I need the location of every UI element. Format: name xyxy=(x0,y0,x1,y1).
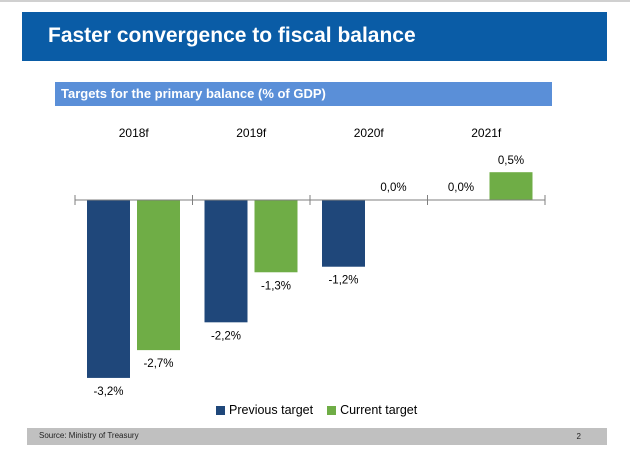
subtitle-banner: Targets for the primary balance (% of GD… xyxy=(55,82,552,106)
bars xyxy=(87,172,533,378)
legend-label-previous: Previous target xyxy=(229,403,314,417)
source-note: Source: Ministry of Treasury xyxy=(39,431,139,440)
title-banner: Faster convergence to fiscal balance xyxy=(22,12,607,61)
category-labels: 2018f 2019f 2020f 2021f xyxy=(119,126,502,140)
category-label-2019f: 2019f xyxy=(236,126,267,140)
category-label-2021f: 2021f xyxy=(471,126,502,140)
data-label-current-2019f: -1,3% xyxy=(261,280,291,292)
data-label-current-2020f: 0,0% xyxy=(380,182,406,194)
slide-title: Faster convergence to fiscal balance xyxy=(48,24,416,47)
data-label-previous-2021f: 0,0% xyxy=(448,182,474,194)
chart-subtitle: Targets for the primary balance (% of GD… xyxy=(61,86,326,101)
page-number: 2 xyxy=(576,432,581,441)
data-label-current-2021f: 0,5% xyxy=(498,155,524,167)
bar-previous-2018f xyxy=(87,200,130,378)
legend-item-previous: Previous target xyxy=(216,403,313,417)
data-label-previous-2020f: -1,2% xyxy=(328,275,358,287)
data-label-current-2018f: -2,7% xyxy=(143,358,173,370)
bar-chart: 2018f 2019f 2020f 2021f -3,2% -2,2% -1,2% 0,0%… xyxy=(74,126,546,398)
bar-current-2019f xyxy=(254,200,298,273)
bar-previous-2019f xyxy=(204,200,248,323)
category-label-2020f: 2020f xyxy=(354,126,385,140)
chart-legend: Previous target Current target xyxy=(216,403,417,417)
category-axis xyxy=(74,195,546,205)
legend-swatch-current xyxy=(327,405,337,415)
legend-label-current: Current target xyxy=(340,403,418,417)
bar-current-2018f xyxy=(137,200,180,351)
legend-swatch-previous xyxy=(216,405,225,415)
legend-item-current: Current target xyxy=(327,403,417,417)
data-labels: -3,2% -2,2% -1,2% 0,0% -2,7% -1,3% 0,0% 0,5% xyxy=(93,155,524,398)
data-label-previous-2018f: -3,2% xyxy=(93,386,123,398)
footer-bar: Source: Ministry of Treasury 2 xyxy=(27,428,607,445)
category-label-2018f: 2018f xyxy=(119,126,150,140)
data-label-previous-2019f: -2,2% xyxy=(211,330,241,342)
bar-current-2021f xyxy=(489,172,533,200)
bar-previous-2020f xyxy=(322,200,365,267)
top-border-line xyxy=(0,0,630,2)
